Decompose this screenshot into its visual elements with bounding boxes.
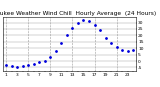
Title: Milwaukee Weather Wind Chill  Hourly Average  (24 Hours): Milwaukee Weather Wind Chill Hourly Aver… — [0, 11, 156, 16]
